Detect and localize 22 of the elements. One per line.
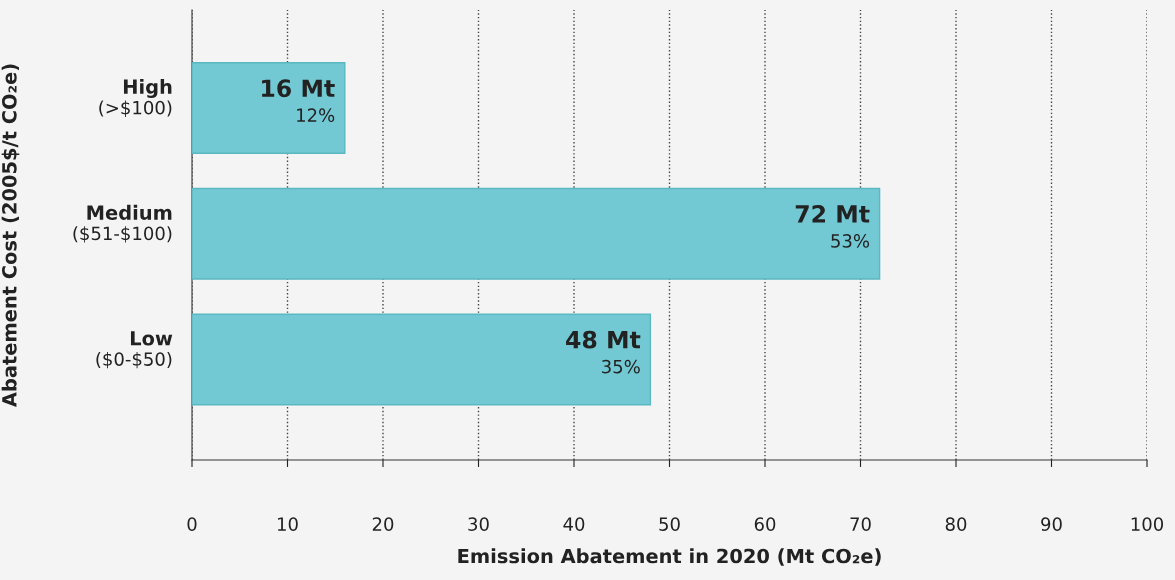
x-tick-label: 60 xyxy=(754,517,776,531)
data-label: 72 Mt 53% xyxy=(795,205,870,248)
x-axis-title: Emission Abatement in 2020 (Mt CO₂e) xyxy=(458,548,881,566)
x-tick-label: 50 xyxy=(659,517,680,531)
x-tick-label: 40 xyxy=(563,517,585,531)
y-tick-label: Medium ($51-$100) xyxy=(73,204,172,243)
x-tick-label: 20 xyxy=(372,517,394,531)
x-tick-label: 10 xyxy=(278,517,298,531)
bar xyxy=(192,313,652,406)
data-label: 48 Mt 35% xyxy=(566,330,641,374)
data-label: 16 Mt 12% xyxy=(262,79,335,123)
y-tick-label: High (>$100) xyxy=(99,79,172,117)
bar xyxy=(192,62,346,154)
y-tick-label: Low ($0-$50) xyxy=(96,331,173,369)
y-axis-title: Abatement Cost (2005$/t CO₂e) xyxy=(1,64,20,408)
bar xyxy=(192,187,881,280)
x-tick-label: 0 xyxy=(187,517,197,531)
x-tick-label: 90 xyxy=(1041,517,1062,531)
x-tick-label: 100 xyxy=(1131,517,1164,531)
x-tick-label: 30 xyxy=(468,517,489,531)
x-tick-label: 70 xyxy=(850,517,871,531)
x-tick-label: 80 xyxy=(945,517,967,531)
